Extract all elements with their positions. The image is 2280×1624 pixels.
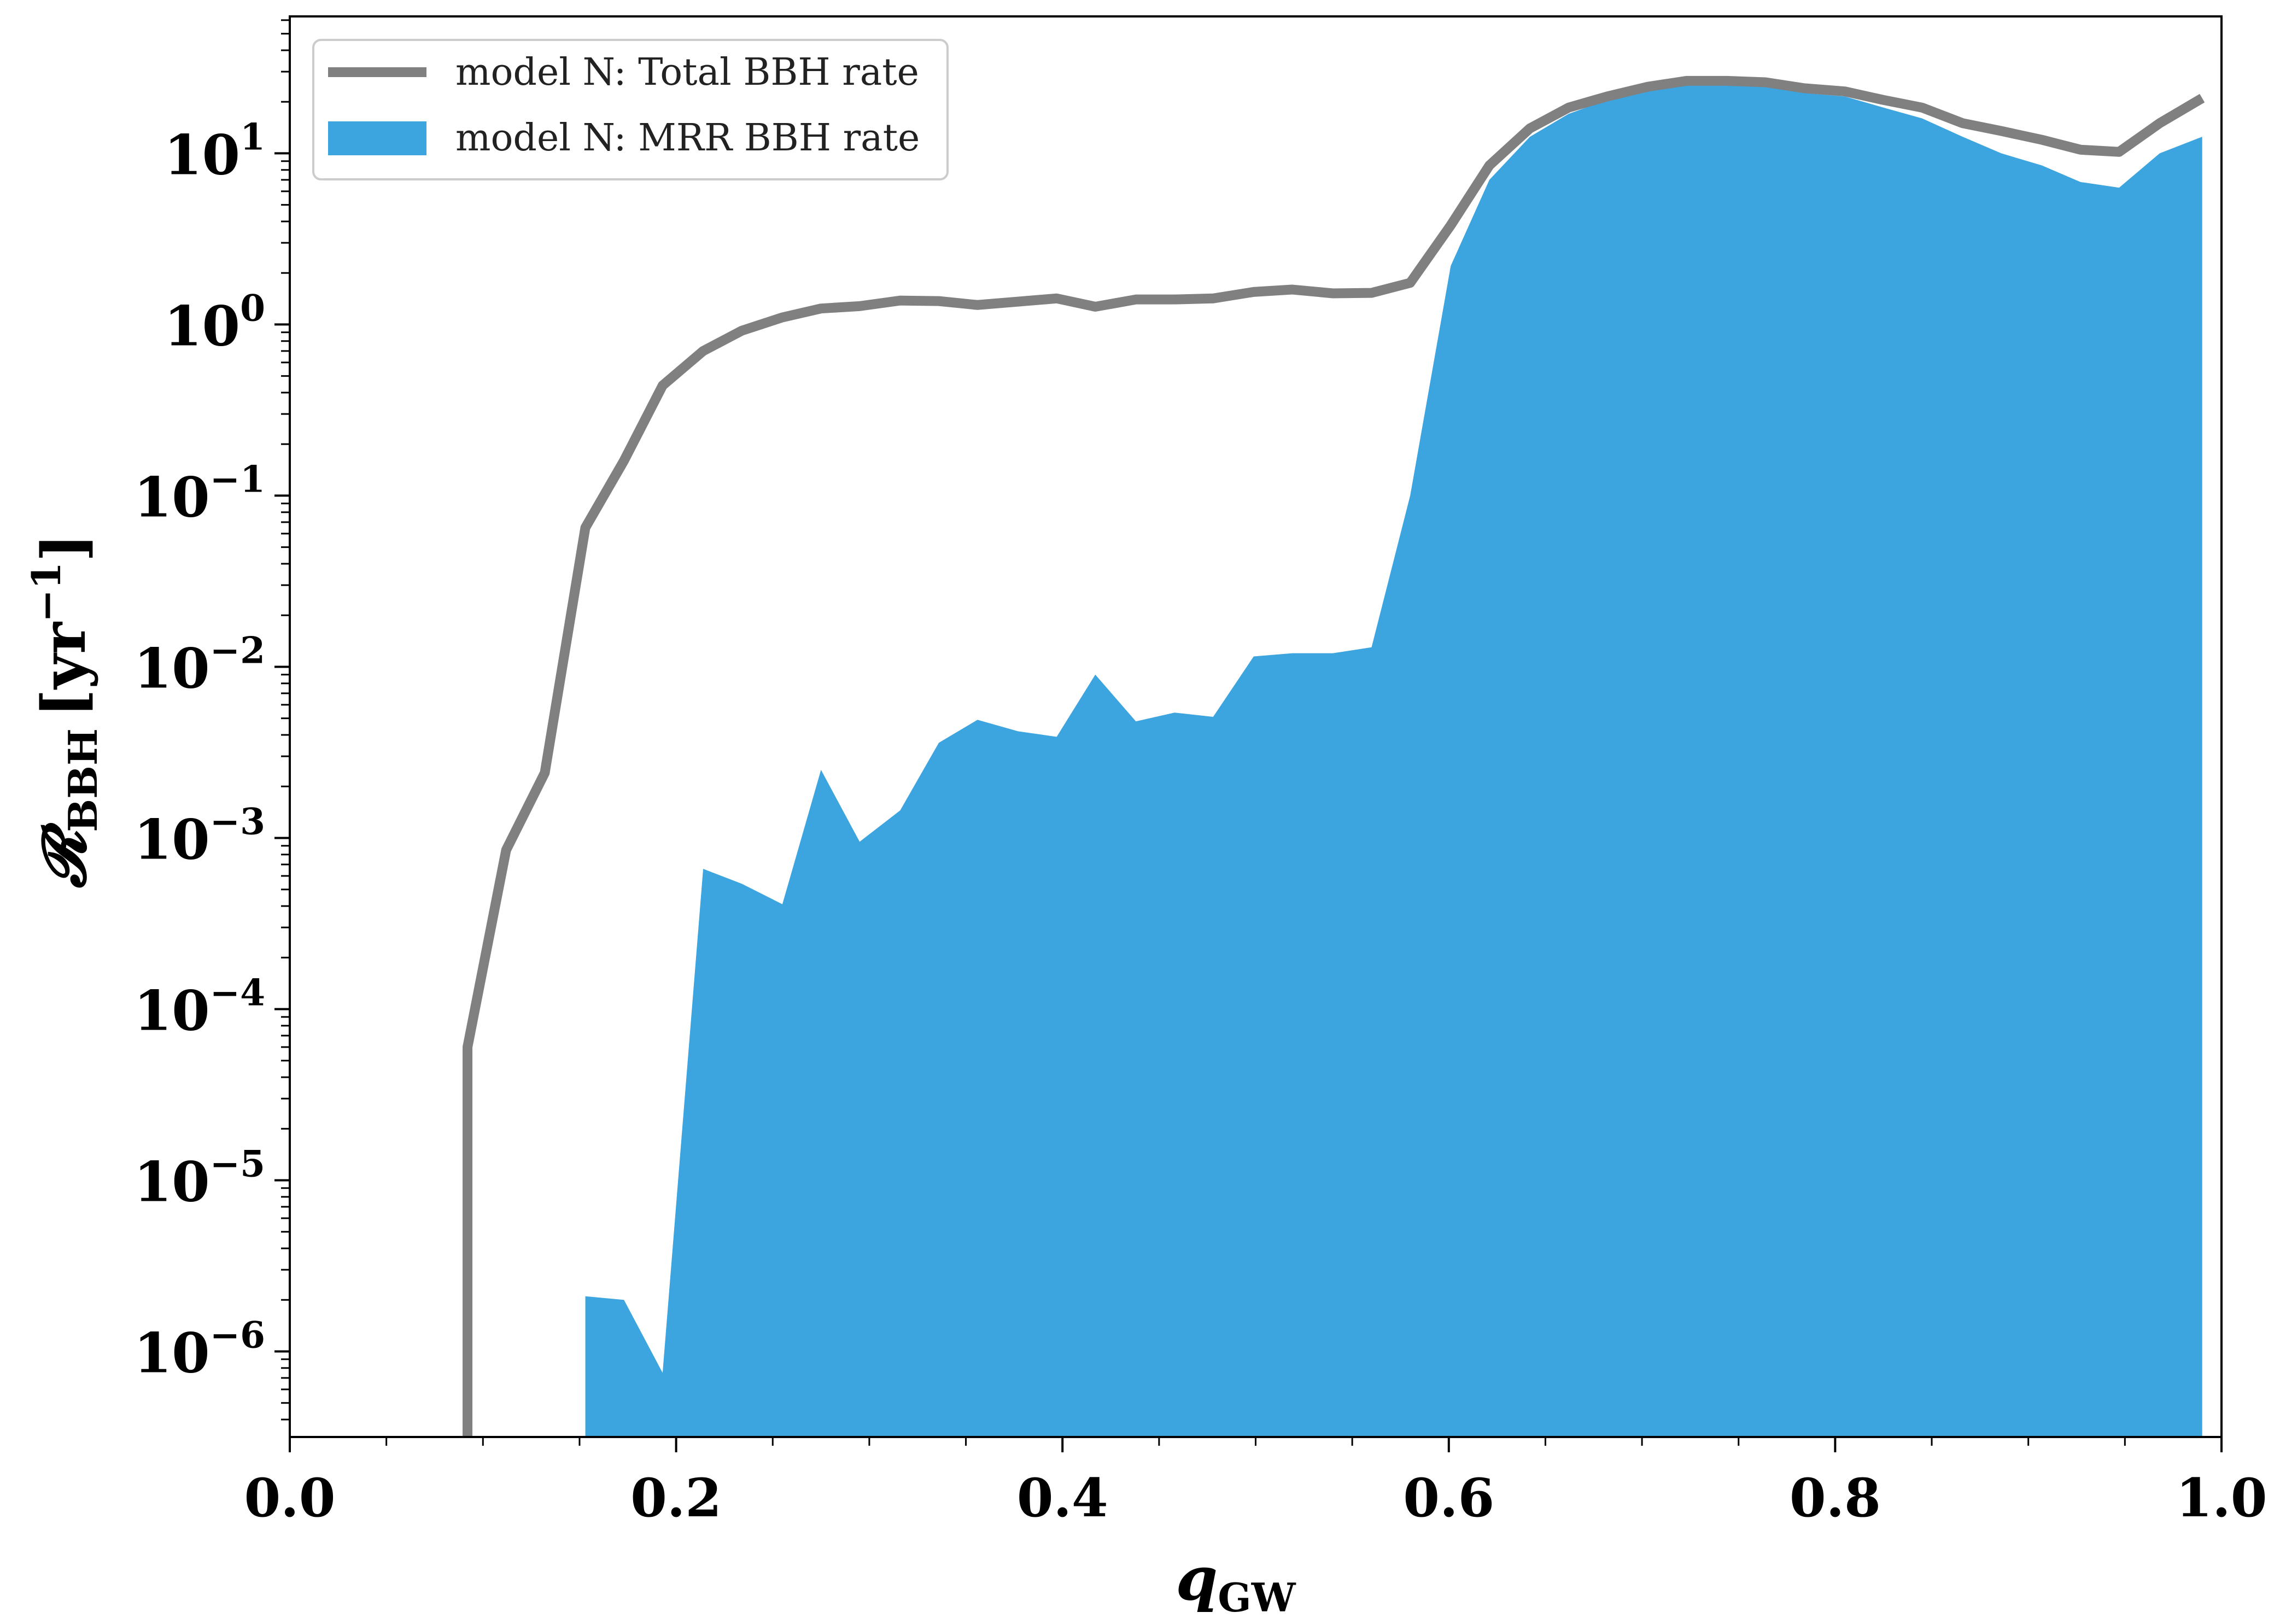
y-axis-label: 𝓡BBH[yr−1] — [23, 534, 106, 889]
total-line-layer — [463, 75, 2205, 1437]
mrr-rate-area — [585, 85, 2202, 1438]
x-tick-label: 0.4 — [1017, 1467, 1108, 1529]
legend-total-label: model N: Total BBH rate — [455, 51, 919, 94]
x-tick-label: 1.0 — [2176, 1467, 2267, 1529]
x-axis-label: qGW — [1176, 1543, 1296, 1621]
y-tick-label: 10−1 — [134, 458, 265, 529]
y-axis-ticks: 101 100 10−1 10−2 10−3 10−4 10−5 10−6 — [134, 19, 290, 1421]
y-tick-label: 10−2 — [134, 629, 265, 700]
y-tick-label: 100 — [164, 287, 265, 358]
x-tick-label: 0.2 — [630, 1467, 722, 1529]
legend-mrr-swatch — [328, 121, 426, 155]
y-tick-label: 101 — [164, 115, 265, 187]
x-axis-ticks: 0.0 0.2 0.4 0.6 0.8 1.0 — [244, 1437, 2267, 1529]
y-tick-label: 10−3 — [134, 800, 265, 872]
x-tick-label: 0.0 — [244, 1467, 335, 1529]
y-tick-label: 10−5 — [134, 1142, 265, 1214]
legend-box — [312, 39, 949, 180]
mrr-area-layer — [585, 85, 2202, 1438]
legend: model N: Total BBH rate model N: MRR BBH… — [312, 39, 949, 180]
legend-mrr-label: model N: MRR BBH rate — [455, 116, 920, 160]
x-tick-label: 0.8 — [1790, 1467, 1881, 1529]
y-tick-label: 10−6 — [134, 1313, 265, 1385]
y-tick-label: 10−4 — [134, 971, 265, 1043]
x-tick-label: 0.6 — [1403, 1467, 1494, 1529]
total-rate-line — [463, 75, 2205, 1437]
